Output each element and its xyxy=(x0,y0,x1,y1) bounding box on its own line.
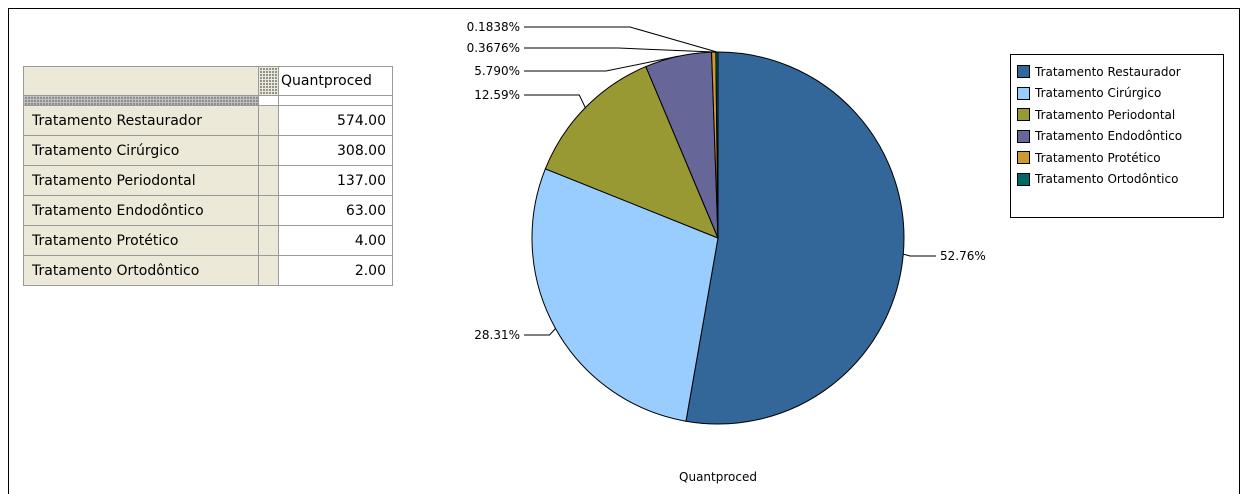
legend-label: Tratamento Protético xyxy=(1035,150,1161,165)
pie-slice-tratamento-periodontal xyxy=(544,65,719,239)
row-label: Tratamento Protético xyxy=(23,225,259,256)
leader-line-tratamento-periodontal xyxy=(524,94,586,108)
legend-swatch xyxy=(1017,172,1030,186)
row-value: 63.00 xyxy=(278,195,393,226)
legend-item-tratamento-cirurgico: Tratamento Cirúrgico xyxy=(1011,83,1223,105)
row-label: Tratamento Cirúrgico xyxy=(23,135,259,166)
row-value: 308.00 xyxy=(278,135,393,166)
table-row[interactable]: Tratamento Cirúrgico 308.00 xyxy=(23,135,393,166)
legend-item-tratamento-endodontico: Tratamento Endodôntico xyxy=(1011,126,1223,148)
leader-line-tratamento-restaurador xyxy=(903,253,936,257)
percent-label-tratamento-endodontico: 5.790% xyxy=(474,64,520,78)
row-value: 4.00 xyxy=(278,225,393,256)
legend-swatch xyxy=(1017,129,1030,143)
percent-label-tratamento-periodontal: 12.59% xyxy=(474,88,520,102)
row-value: 2.00 xyxy=(278,255,393,286)
legend: Tratamento Restaurador Tratamento Cirúrgi… xyxy=(1010,54,1224,218)
legend-swatch xyxy=(1017,86,1030,100)
legend-label: Tratamento Endodôntico xyxy=(1035,129,1183,144)
legend-swatch xyxy=(1017,65,1030,79)
row-label: Tratamento Ortodôntico xyxy=(23,255,259,286)
percent-label-tratamento-restaurador: 52.76% xyxy=(940,249,986,263)
percent-label-tratamento-protetico: 0.3676% xyxy=(467,41,520,55)
leader-line-tratamento-endodontico xyxy=(524,55,679,72)
legend-item-tratamento-periodontal: Tratamento Periodontal xyxy=(1011,104,1223,126)
legend-label: Tratamento Restaurador xyxy=(1035,64,1181,79)
legend-item-tratamento-protetico: Tratamento Protético xyxy=(1011,147,1223,169)
table-row[interactable]: Tratamento Periodontal 137.00 xyxy=(23,165,393,196)
row-handle[interactable] xyxy=(258,105,279,136)
legend-item-tratamento-restaurador: Tratamento Restaurador xyxy=(1011,61,1223,83)
table-row[interactable]: Tratamento Endodôntico 63.00 xyxy=(23,195,393,226)
row-value: 137.00 xyxy=(278,165,393,196)
legend-swatch xyxy=(1017,151,1030,165)
table-corner-cell xyxy=(23,66,259,96)
row-label: Tratamento Restaurador xyxy=(23,105,259,136)
pie-slice-tratamento-restaurador xyxy=(685,51,905,425)
leader-line-tratamento-cirurgico xyxy=(524,328,556,336)
leader-line-tratamento-ortodontico xyxy=(524,26,718,53)
legend-item-tratamento-ortodontico: Tratamento Ortodôntico xyxy=(1011,169,1223,191)
row-handle[interactable] xyxy=(258,135,279,166)
leader-line-tratamento-protetico xyxy=(524,47,714,53)
legend-label: Tratamento Ortodôntico xyxy=(1035,172,1179,187)
legend-label: Tratamento Cirúrgico xyxy=(1035,86,1162,101)
row-handle[interactable] xyxy=(258,255,279,286)
data-table: Quantproced Tratamento Restaurador 574.0… xyxy=(23,66,393,286)
legend-label: Tratamento Periodontal xyxy=(1035,107,1176,122)
column-header-quantproced[interactable]: Quantproced xyxy=(278,66,393,96)
row-label: Tratamento Periodontal xyxy=(23,165,259,196)
column-resize-handle[interactable] xyxy=(258,66,279,96)
slice-label-leaders xyxy=(524,26,936,336)
percent-label-tratamento-cirurgico: 28.31% xyxy=(474,328,520,342)
table-row[interactable]: Tratamento Protético 4.00 xyxy=(23,225,393,256)
row-label: Tratamento Endodôntico xyxy=(23,195,259,226)
pie-slices xyxy=(531,51,905,425)
slice-percent-labels: 52.76% 28.31% 12.59% 5.790% 0.3676% 0.1838% xyxy=(467,20,986,342)
x-axis-label: Quantproced xyxy=(679,470,757,484)
legend-swatch xyxy=(1017,108,1030,122)
table-row[interactable]: Tratamento Ortodôntico 2.00 xyxy=(23,255,393,286)
table-header-row: Quantproced xyxy=(23,66,393,96)
percent-label-tratamento-ortodontico: 0.1838% xyxy=(467,20,520,34)
